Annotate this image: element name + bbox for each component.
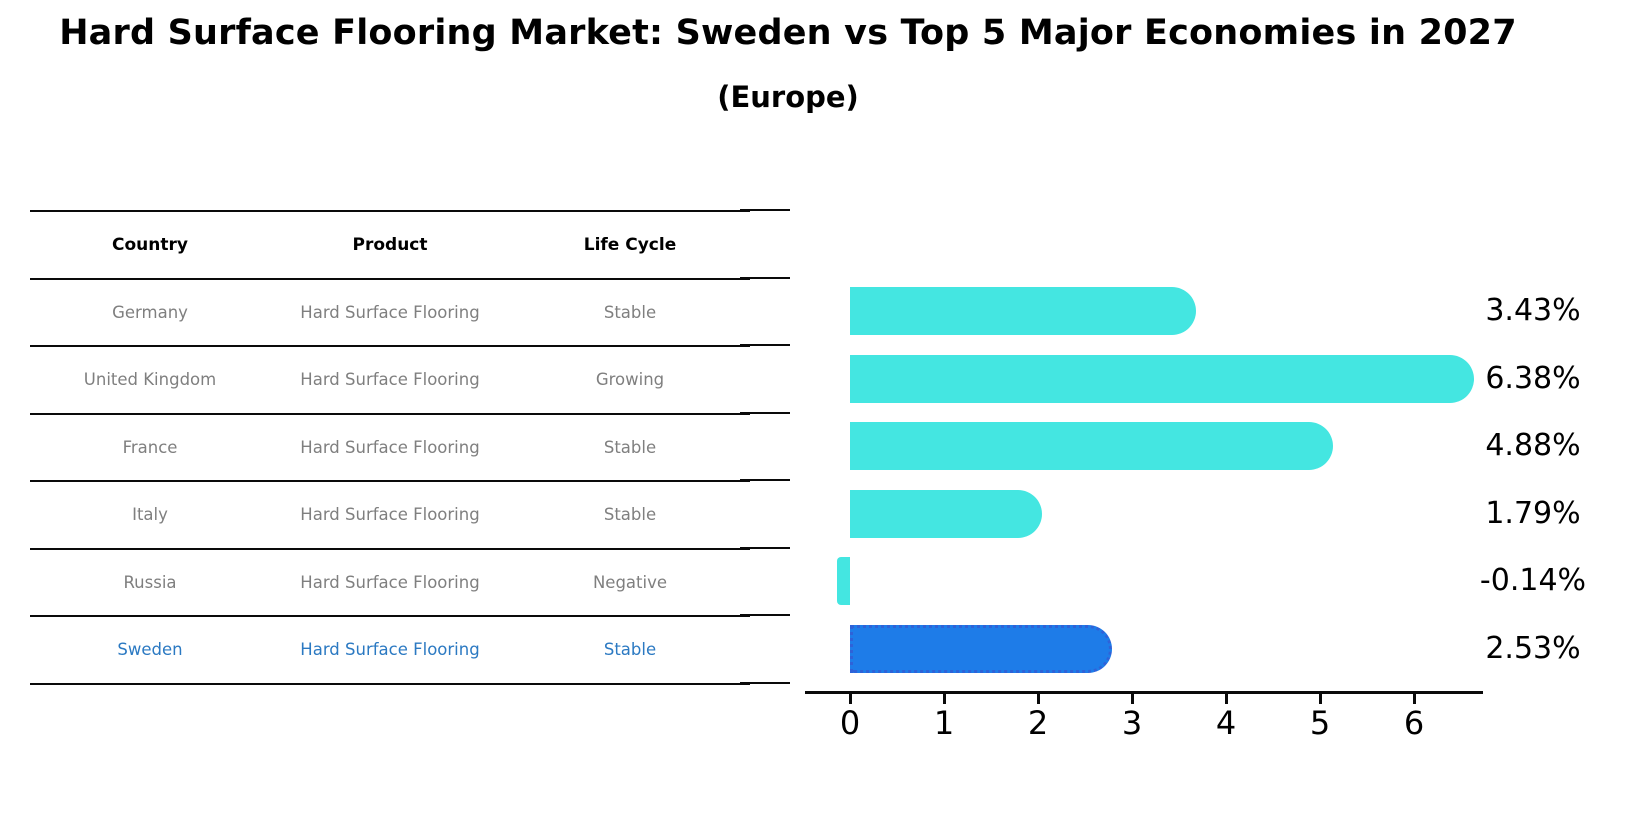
y-axis-tick <box>740 411 790 414</box>
x-axis-tick <box>1036 694 1040 704</box>
x-tick-label: 5 <box>1309 704 1331 742</box>
chart-subtitle: (Europe) <box>717 80 859 114</box>
x-tick-label: 2 <box>1027 704 1049 742</box>
product-cell: Hard Surface Flooring <box>300 437 480 457</box>
bar-value-label-russia: -0.14% <box>1479 563 1587 599</box>
x-tick-label: 4 <box>1215 704 1237 742</box>
bar-value-label-united-kingdom: 6.38% <box>1485 360 1581 396</box>
x-axis-tick <box>1224 694 1228 704</box>
bar-sweden <box>850 624 1112 673</box>
x-axis-tick <box>848 694 852 704</box>
table-header: Country Product Life Cycle <box>30 212 750 280</box>
product-cell: Hard Surface Flooring <box>300 302 480 322</box>
column-header-lifecycle: Life Cycle <box>583 234 677 255</box>
chart-title: Hard Surface Flooring Market: Sweden vs … <box>59 13 1517 53</box>
x-tick-label: 0 <box>839 704 861 742</box>
country-cell: Italy <box>132 505 168 525</box>
table-row-sweden: Sweden Hard Surface Flooring Stable <box>30 617 750 685</box>
y-axis-tick <box>740 614 790 616</box>
x-axis-tick <box>1318 694 1322 704</box>
table-body: Germany Hard Surface Flooring Stable United… <box>30 280 750 685</box>
bar-value-label-sweden: 2.53% <box>1485 630 1581 666</box>
column-header-country: Country <box>112 234 188 255</box>
product-cell: Hard Surface Flooring <box>300 370 480 390</box>
y-axis-tick <box>740 546 790 549</box>
x-tick-label: 1 <box>933 704 955 742</box>
table-row-germany: Germany Hard Surface Flooring Stable <box>30 280 750 347</box>
table-row-united-kingdom: United Kingdom Hard Surface Flooring Growi… <box>30 347 750 415</box>
y-axis-tick <box>740 344 790 346</box>
x-axis-tick <box>942 694 946 704</box>
lifecycle-cell: Growing <box>595 370 665 390</box>
bar-value-label-france: 4.88% <box>1485 428 1581 464</box>
x-axis-tick <box>1130 694 1134 704</box>
y-axis-tick <box>740 479 790 481</box>
bar-value-label-italy: 1.79% <box>1485 495 1581 531</box>
x-axis-tick <box>1412 694 1416 704</box>
table-row-france: France Hard Surface Flooring Stable <box>30 415 750 482</box>
table-row-italy: Italy Hard Surface Flooring Stable <box>30 482 750 550</box>
country-table: Country Product Life Cycle Germany Hard S… <box>30 210 750 685</box>
product-cell: Hard Surface Flooring <box>300 505 480 525</box>
country-cell: Sweden <box>117 640 183 660</box>
x-tick-label: 6 <box>1403 704 1425 742</box>
bar-italy <box>850 489 1043 538</box>
lifecycle-cell: Stable <box>603 302 657 322</box>
bar-germany <box>850 287 1197 336</box>
lifecycle-cell: Stable <box>603 640 657 660</box>
y-axis-tick <box>740 276 790 279</box>
y-axis-tick <box>740 681 790 684</box>
country-cell: United Kingdom <box>83 370 217 390</box>
country-cell: Russia <box>123 572 177 592</box>
table-header-row: Country Product Life Cycle <box>30 212 750 280</box>
column-header-product: Product <box>352 234 428 255</box>
lifecycle-cell: Negative <box>592 572 668 592</box>
lifecycle-cell: Stable <box>603 505 657 525</box>
bar-france <box>850 422 1333 471</box>
product-cell: Hard Surface Flooring <box>300 572 480 592</box>
table-row-russia: Russia Hard Surface Flooring Negative <box>30 550 750 617</box>
bar-russia <box>836 557 850 606</box>
country-cell: France <box>122 437 178 457</box>
bar-united-kingdom <box>850 354 1474 403</box>
product-cell: Hard Surface Flooring <box>300 640 480 660</box>
bar-value-label-germany: 3.43% <box>1485 293 1581 329</box>
lifecycle-cell: Stable <box>603 437 657 457</box>
y-axis-tick <box>740 209 790 211</box>
x-tick-label: 3 <box>1121 704 1143 742</box>
x-axis-line <box>805 691 1483 694</box>
country-cell: Germany <box>112 302 188 322</box>
